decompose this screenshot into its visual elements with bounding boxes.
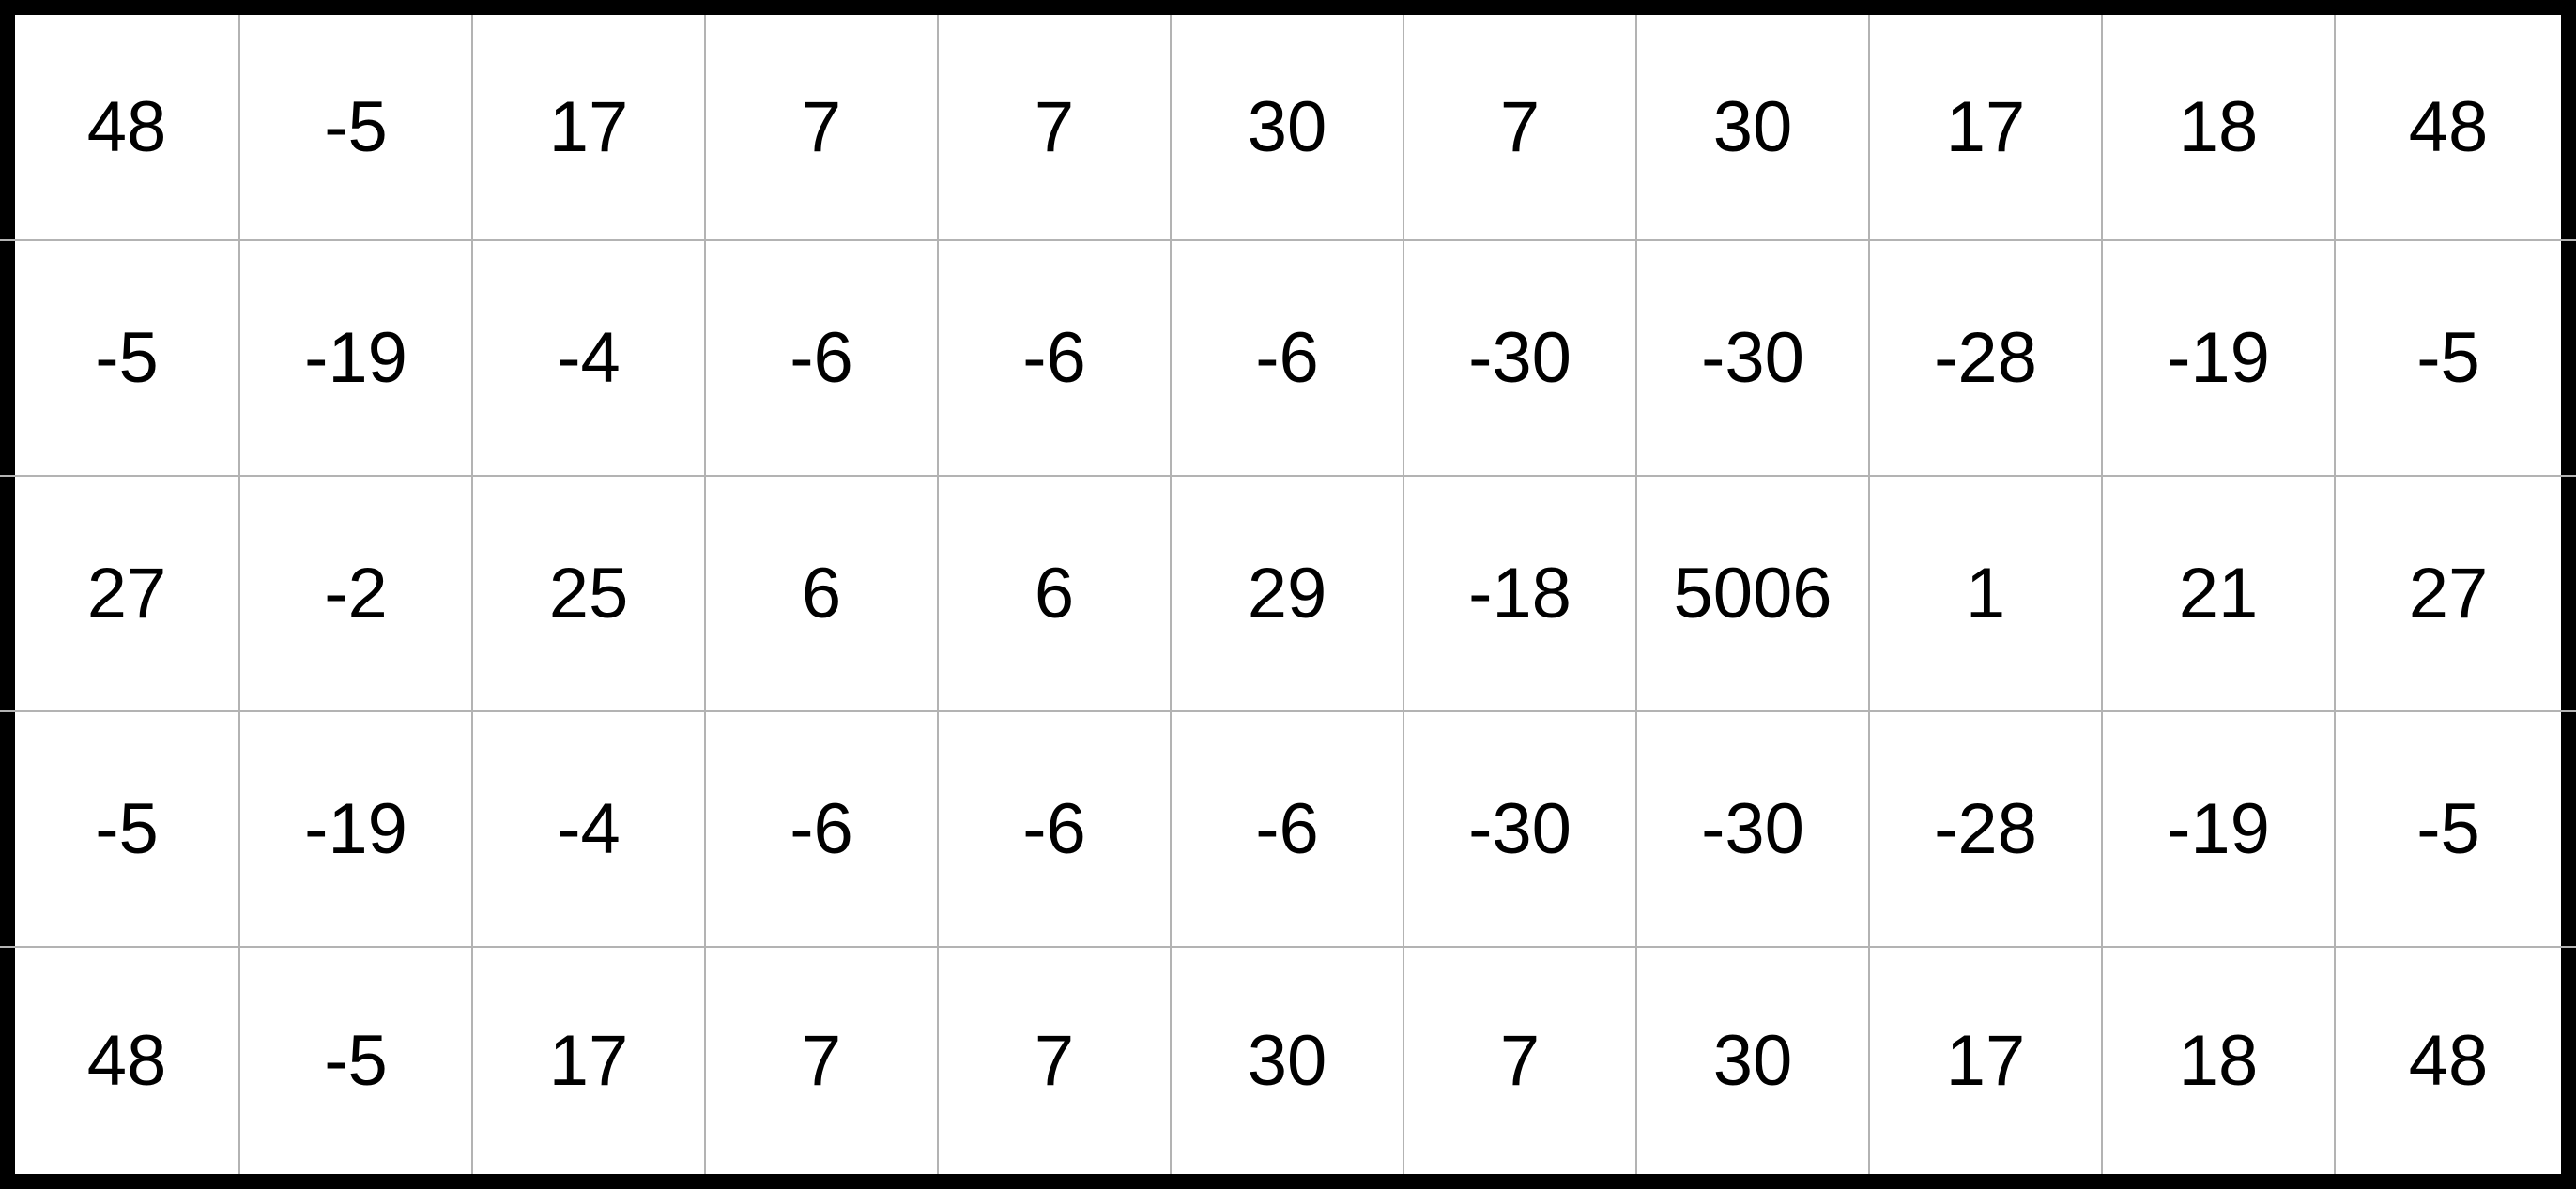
grid-cell: -5: [2336, 712, 2561, 948]
grid-cell: 29: [1172, 477, 1404, 712]
grid-cell: -6: [1172, 241, 1404, 477]
grid-cell: 18: [2103, 15, 2336, 241]
grid-cell: 18: [2103, 948, 2336, 1174]
grid-cell: 6: [939, 477, 1172, 712]
grid-cell: -30: [1637, 241, 1870, 477]
grid-cell: -19: [2103, 241, 2336, 477]
grid-cell: -2: [240, 477, 473, 712]
grid-cell: -5: [15, 712, 240, 948]
grid-cell: 27: [15, 477, 240, 712]
grid-cell: -6: [939, 241, 1172, 477]
grid-cell: -30: [1404, 241, 1637, 477]
grid-cell: 7: [1404, 948, 1637, 1174]
grid-cell: 7: [706, 948, 939, 1174]
grid-cell: 48: [15, 15, 240, 241]
grid-cell: 30: [1637, 15, 1870, 241]
grid-cell: -5: [2336, 241, 2561, 477]
grid-cell: 5006: [1637, 477, 1870, 712]
grid-cell: 25: [473, 477, 706, 712]
grid-cell: 30: [1172, 948, 1404, 1174]
grid-cell: 7: [706, 15, 939, 241]
grid-cell: -6: [939, 712, 1172, 948]
grid-cell: 17: [1870, 15, 2103, 241]
grid-cell: 7: [939, 948, 1172, 1174]
grid-cell: 27: [2336, 477, 2561, 712]
grid-cell: -5: [15, 241, 240, 477]
grid-cell: -6: [706, 712, 939, 948]
grid-cell: -6: [706, 241, 939, 477]
grid-cell: -30: [1404, 712, 1637, 948]
grid-cell: 17: [473, 948, 706, 1174]
grid-cell: -28: [1870, 712, 2103, 948]
grid-cell: -28: [1870, 241, 2103, 477]
grid-cell: 48: [15, 948, 240, 1174]
grid-cell: 21: [2103, 477, 2336, 712]
grid-cell: -4: [473, 241, 706, 477]
grid-cell: -6: [1172, 712, 1404, 948]
grid-cell: -4: [473, 712, 706, 948]
grid-cell: 17: [1870, 948, 2103, 1174]
grid-cell: -18: [1404, 477, 1637, 712]
grid-cell: 48: [2336, 15, 2561, 241]
grid-cell: -5: [240, 15, 473, 241]
grid-cell: 6: [706, 477, 939, 712]
grid-cell: -5: [240, 948, 473, 1174]
grid-cell: 17: [473, 15, 706, 241]
grid-cell: -19: [240, 241, 473, 477]
grid-cell: -30: [1637, 712, 1870, 948]
grid-cell: 30: [1637, 948, 1870, 1174]
grid-cell: 7: [1404, 15, 1637, 241]
grid-cell: 7: [939, 15, 1172, 241]
number-grid: 48 -5 17 7 7 30 7 30 17 18 48 -5 -19 -4 -6 -6 -6 -30 -30 -2…: [15, 15, 2561, 1174]
grid-cell: 1: [1870, 477, 2103, 712]
grid-cell: -19: [240, 712, 473, 948]
grid-cell: 48: [2408, 1021, 2489, 1101]
grid-cell: -19: [2103, 712, 2336, 948]
grid-cell: 30: [1172, 15, 1404, 241]
